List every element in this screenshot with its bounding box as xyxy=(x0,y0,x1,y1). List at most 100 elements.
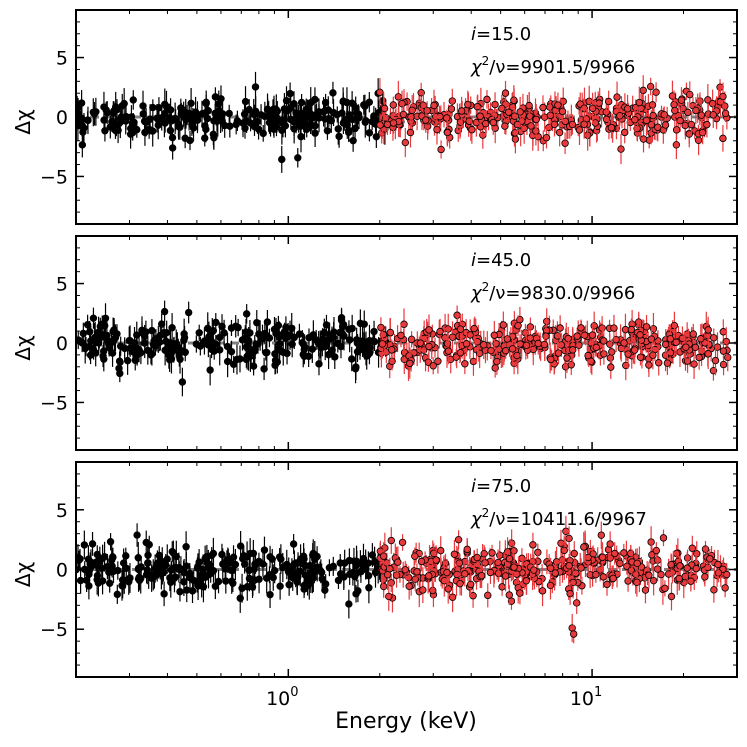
marker xyxy=(221,565,229,573)
marker xyxy=(83,321,92,329)
y-tick-label: 5 xyxy=(56,274,68,296)
data-point xyxy=(490,320,499,350)
marker xyxy=(621,128,629,137)
data-point xyxy=(452,348,460,366)
data-point xyxy=(180,325,189,350)
marker xyxy=(242,328,250,336)
data-point xyxy=(80,530,89,560)
data-point xyxy=(174,115,183,137)
marker xyxy=(100,116,108,124)
low-energy-series xyxy=(76,300,390,397)
marker xyxy=(329,89,337,97)
marker xyxy=(111,103,120,111)
data-point xyxy=(719,125,727,152)
data-point xyxy=(261,323,269,344)
data-point xyxy=(345,327,354,353)
data-point xyxy=(577,319,585,337)
marker xyxy=(84,116,92,125)
data-point xyxy=(540,335,549,354)
data-point xyxy=(106,573,114,593)
marker xyxy=(203,559,212,567)
data-point xyxy=(176,581,184,602)
y-tick-label: 0 xyxy=(56,333,68,355)
data-point xyxy=(81,561,89,578)
marker xyxy=(204,107,212,115)
data-point xyxy=(84,106,92,135)
data-point xyxy=(241,86,250,117)
data-point xyxy=(232,114,240,135)
data-point xyxy=(649,340,657,370)
marker xyxy=(154,114,163,122)
data-point xyxy=(648,541,656,569)
data-point xyxy=(242,304,251,324)
data-point xyxy=(348,346,356,372)
marker xyxy=(534,339,542,348)
marker xyxy=(504,108,513,116)
marker xyxy=(398,99,406,108)
marker xyxy=(348,115,357,124)
data-point xyxy=(564,326,572,351)
data-points xyxy=(76,515,731,644)
data-point xyxy=(365,572,373,604)
data-point xyxy=(677,87,686,114)
marker xyxy=(588,104,597,112)
data-point xyxy=(370,332,379,351)
data-point xyxy=(109,559,118,583)
marker xyxy=(635,98,644,107)
data-point xyxy=(297,112,305,136)
marker xyxy=(389,119,398,127)
data-point xyxy=(242,351,251,368)
data-point xyxy=(550,112,559,137)
marker xyxy=(166,114,174,122)
marker xyxy=(103,108,111,117)
data-point xyxy=(286,82,294,105)
marker xyxy=(456,325,465,333)
data-point xyxy=(554,92,562,118)
marker xyxy=(345,556,354,565)
marker xyxy=(464,100,472,109)
y-tick-label: −5 xyxy=(40,166,68,188)
marker xyxy=(129,96,137,104)
marker xyxy=(101,127,109,135)
low-energy-series xyxy=(76,71,389,173)
data-point xyxy=(682,332,690,362)
marker xyxy=(666,335,675,343)
marker xyxy=(345,600,353,608)
data-point xyxy=(329,99,338,127)
data-point xyxy=(416,334,425,352)
marker xyxy=(443,128,452,137)
marker xyxy=(570,549,578,558)
data-point xyxy=(570,541,578,566)
data-point xyxy=(630,335,639,365)
marker xyxy=(348,99,356,107)
data-point xyxy=(573,327,581,345)
marker xyxy=(470,324,478,333)
marker xyxy=(361,118,369,126)
marker xyxy=(101,314,110,322)
data-point xyxy=(354,104,363,125)
marker xyxy=(597,531,605,539)
marker xyxy=(555,128,564,137)
data-point xyxy=(111,91,120,122)
data-point xyxy=(168,313,176,343)
marker xyxy=(613,93,621,101)
marker xyxy=(210,117,218,125)
marker xyxy=(554,349,563,357)
marker xyxy=(452,353,460,361)
data-point xyxy=(425,334,433,359)
data-point xyxy=(663,351,672,375)
marker xyxy=(196,342,205,350)
marker xyxy=(388,346,396,354)
inclination-annotation: i=15.0 xyxy=(471,24,531,45)
marker xyxy=(617,145,625,153)
marker xyxy=(546,581,555,590)
data-point xyxy=(309,320,318,350)
data-point xyxy=(670,90,678,119)
data-point xyxy=(163,544,171,574)
marker xyxy=(106,579,114,587)
data-point xyxy=(422,107,430,133)
marker xyxy=(218,550,226,559)
data-point xyxy=(592,338,600,357)
marker xyxy=(223,342,232,351)
